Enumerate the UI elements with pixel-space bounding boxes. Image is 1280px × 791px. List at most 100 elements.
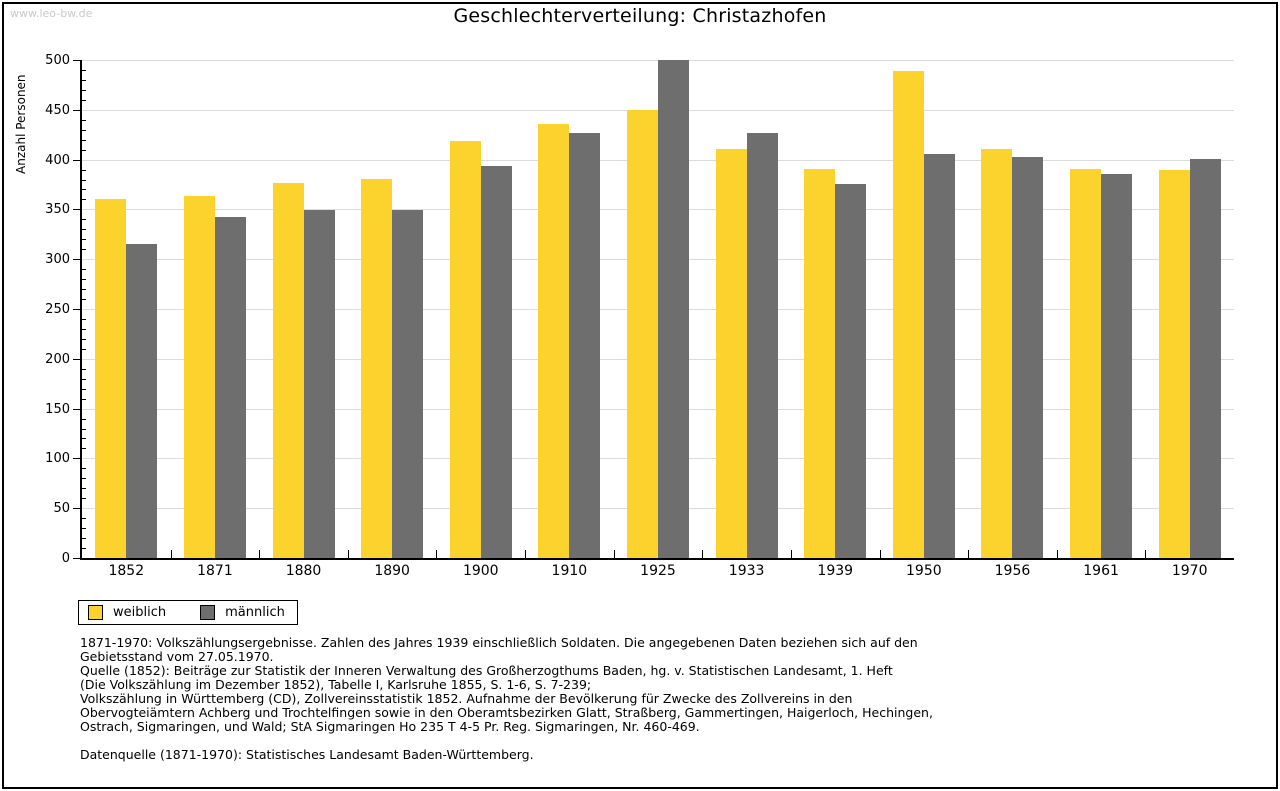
footnote-line: Quelle (1852): Beiträge zur Statistik de… [80, 663, 893, 678]
y-axis-minor-tick [82, 269, 86, 271]
y-axis-minor-tick [82, 239, 86, 241]
x-axis-tick [879, 550, 881, 558]
x-axis-tick-label: 1956 [994, 563, 1031, 579]
x-axis-tick [525, 550, 527, 558]
legend-item-weiblich: weiblich [88, 605, 166, 620]
y-axis-tick [73, 358, 80, 360]
y-axis-tick-label: 400 [45, 152, 70, 168]
y-axis-tick [73, 259, 80, 261]
bar-maennlich-1939 [835, 183, 867, 558]
y-axis-minor-tick [82, 528, 86, 530]
y-axis-tick [73, 159, 80, 161]
x-axis-tick [1056, 550, 1058, 558]
bar-weiblich-1900 [449, 140, 481, 558]
x-axis-tick-label: 1961 [1083, 563, 1119, 579]
y-axis-tick-label: 500 [45, 53, 70, 68]
y-axis-minor-tick [82, 149, 86, 151]
y-axis-minor-tick [82, 99, 86, 101]
y-axis-tick [73, 458, 80, 460]
x-axis-tick [170, 550, 172, 558]
legend-label-weiblich: weiblich [113, 605, 167, 620]
x-axis-tick [702, 550, 704, 558]
y-axis-minor-tick [82, 368, 86, 370]
bar-weiblich-1950 [892, 70, 924, 558]
y-axis-tick-label: 450 [45, 102, 70, 118]
data-source-line: Datenquelle (1871-1970): Statistisches L… [80, 747, 534, 762]
bar-maennlich-1852 [126, 244, 158, 558]
y-axis-tick-label: 200 [45, 351, 70, 367]
y-axis-minor-tick [82, 189, 86, 191]
y-axis-minor-tick [82, 229, 86, 231]
y-axis-tick [73, 408, 80, 410]
y-axis-minor-tick [82, 318, 86, 320]
x-axis-tick-label: 1900 [462, 563, 499, 579]
y-axis-minor-tick [82, 139, 86, 141]
y-axis-minor-tick [82, 538, 86, 540]
x-axis-tick [347, 550, 349, 558]
y-axis-minor-tick [82, 79, 86, 81]
bar-maennlich-1925 [658, 60, 689, 558]
footnote-line: 1871-1970: Volkszählungsergebnisse. Zahl… [80, 635, 918, 650]
plot-area: 0 50 100 150 200 250 300 350 400 450 500 1852 1871 18… [45, 54, 1234, 579]
y-axis-minor-tick [82, 478, 86, 480]
y-axis-tick-label: 350 [45, 202, 70, 218]
y-axis-tick-label: 0 [61, 551, 70, 566]
bar-weiblich-1925 [627, 109, 658, 558]
y-axis-minor-tick [82, 328, 86, 330]
bar-maennlich-1950 [923, 153, 955, 558]
y-axis-minor-tick [82, 199, 86, 201]
y-axis-minor-tick [82, 418, 86, 420]
watermark-url: www.leo-bw.de [10, 7, 93, 20]
bar-weiblich-1880 [272, 182, 304, 558]
y-axis-minor-tick [82, 129, 86, 131]
bar-weiblich-1956 [981, 148, 1013, 558]
x-axis-tick [259, 550, 261, 558]
y-axis-minor-tick [82, 488, 86, 490]
y-axis-minor-tick [82, 89, 86, 91]
bar-weiblich-1890 [361, 178, 393, 558]
x-axis-tick-label: 1880 [285, 563, 322, 579]
footnote-line: Obervogteiämtern Achberg und Trochtelfin… [80, 705, 933, 720]
y-axis-minor-tick [82, 219, 86, 221]
x-axis-tick-label: 1933 [728, 563, 765, 579]
x-axis-tick-label: 1925 [640, 563, 676, 579]
bar-weiblich-1939 [804, 168, 836, 558]
y-axis-tick [73, 558, 80, 559]
y-axis-minor-tick [82, 548, 86, 550]
footnote-line: Gebietsstand vom 27.05.1970. [80, 649, 274, 664]
x-axis-tick [968, 550, 970, 558]
bar-maennlich-1970 [1189, 158, 1221, 558]
chart-title: Geschlechterverteilung: Christazhofen [453, 5, 827, 27]
legend: weiblich männlich [78, 600, 298, 625]
y-axis-minor-tick [82, 448, 86, 450]
legend-swatch-weiblich [88, 605, 103, 620]
bar-maennlich-1910 [569, 132, 601, 558]
x-axis-tick-label: 1950 [906, 563, 942, 579]
bar-weiblich-1970 [1158, 169, 1190, 558]
legend-label-maennlich: männlich [225, 605, 285, 620]
footnotes: 1871-1970: Volkszählungsergebnisse. Zahl… [80, 636, 933, 762]
bar-weiblich-1961 [1070, 168, 1102, 558]
y-axis-minor-tick [82, 338, 86, 340]
y-axis-tick-label: 50 [53, 501, 70, 517]
x-axis-tick [790, 550, 792, 558]
footnote-line: Ostrach, Sigmaringen, und Wald; StA Sigm… [80, 719, 700, 734]
y-axis-minor-tick [82, 428, 86, 430]
y-axis-minor-tick [82, 179, 86, 181]
footnote-line: Volkszählung in Württemberg (CD), Zollve… [80, 691, 853, 706]
bar-weiblich-1852 [95, 199, 127, 558]
y-axis-minor-tick [82, 119, 86, 121]
x-axis-tick-label: 1852 [108, 563, 145, 579]
y-axis-tick [73, 508, 80, 510]
x-axis-tick-label: 1970 [1171, 563, 1208, 579]
y-axis-tick [73, 109, 80, 111]
bar-weiblich-1910 [538, 123, 570, 558]
x-axis-tick [436, 550, 438, 558]
bar-maennlich-1871 [214, 217, 246, 558]
bar-maennlich-1956 [1012, 156, 1044, 558]
bar-weiblich-1933 [715, 148, 747, 558]
y-axis-minor-tick [82, 249, 86, 251]
y-axis-tick-label: 100 [45, 451, 70, 467]
y-axis-minor-tick [82, 69, 86, 71]
y-axis-minor-tick [82, 279, 86, 281]
